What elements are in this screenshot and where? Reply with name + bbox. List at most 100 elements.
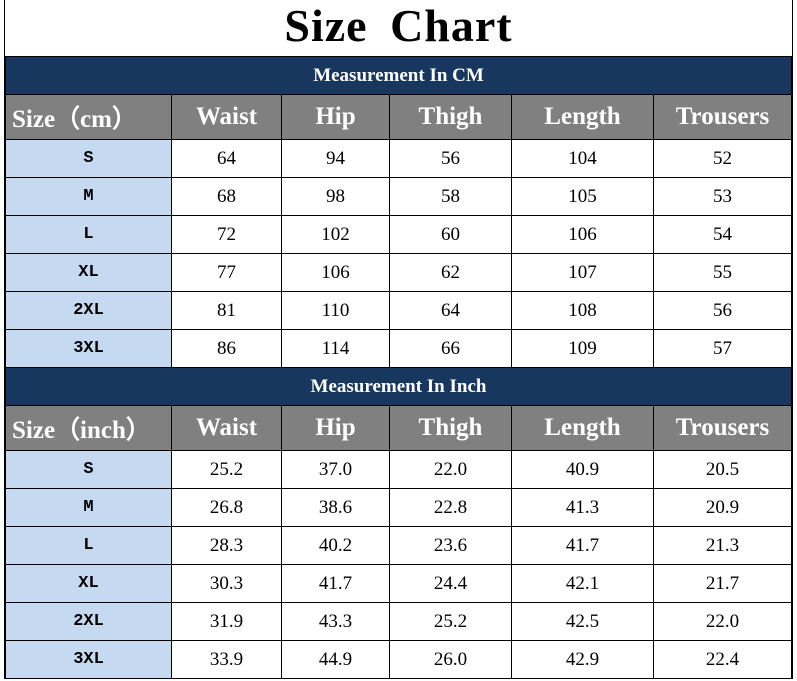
value-cell: 37.0 (281, 450, 390, 489)
table-row: L 72 102 60 106 54 (5, 215, 792, 254)
value-cell: 40.2 (281, 526, 390, 565)
value-cell: 43.3 (281, 602, 390, 641)
value-cell: 98 (281, 177, 390, 216)
size-chart: Size Chart Measurement In CM Size（cm） Wais… (4, 0, 793, 679)
table-row: 3XL 86 114 66 109 57 (5, 329, 792, 368)
value-cell: 108 (511, 291, 654, 330)
section-heading-row: Measurement In Inch (5, 367, 792, 406)
size-cell: XL (5, 564, 172, 603)
value-cell: 62 (389, 253, 512, 292)
value-cell: 20.5 (653, 450, 792, 489)
value-cell: 22.4 (653, 640, 792, 679)
size-cell: S (5, 139, 172, 178)
value-cell: 42.5 (511, 602, 654, 641)
value-cell: 106 (511, 215, 654, 254)
section-heading: Measurement In CM (5, 56, 792, 95)
value-cell: 41.7 (511, 526, 654, 565)
value-cell: 52 (653, 139, 792, 178)
value-cell: 55 (653, 253, 792, 292)
value-cell: 28.3 (171, 526, 282, 565)
value-cell: 42.1 (511, 564, 654, 603)
column-header: Length (511, 94, 654, 140)
value-cell: 64 (389, 291, 512, 330)
size-cell: L (5, 526, 172, 565)
value-cell: 26.8 (171, 488, 282, 527)
size-cell: M (5, 177, 172, 216)
value-cell: 33.9 (171, 640, 282, 679)
value-cell: 57 (653, 329, 792, 368)
table-row: 2XL 31.9 43.3 25.2 42.5 22.0 (5, 602, 792, 641)
value-cell: 22.0 (389, 450, 512, 489)
value-cell: 53 (653, 177, 792, 216)
value-cell: 41.7 (281, 564, 390, 603)
size-cell: XL (5, 253, 172, 292)
table-row: S 25.2 37.0 22.0 40.9 20.5 (5, 450, 792, 489)
size-cell: 3XL (5, 329, 172, 368)
size-cell: M (5, 488, 172, 527)
value-cell: 24.4 (389, 564, 512, 603)
size-cell: 2XL (5, 602, 172, 641)
chart-title: Size Chart (284, 0, 513, 51)
column-header: Thigh (389, 94, 512, 140)
value-cell: 54 (653, 215, 792, 254)
size-cell: 3XL (5, 640, 172, 679)
size-cell: L (5, 215, 172, 254)
value-cell: 106 (281, 253, 390, 292)
value-cell: 104 (511, 139, 654, 178)
value-cell: 105 (511, 177, 654, 216)
value-cell: 110 (281, 291, 390, 330)
table-row: L 28.3 40.2 23.6 41.7 21.3 (5, 526, 792, 565)
value-cell: 66 (389, 329, 512, 368)
value-cell: 21.7 (653, 564, 792, 603)
value-cell: 41.3 (511, 488, 654, 527)
value-cell: 31.9 (171, 602, 282, 641)
column-header: Length (511, 405, 654, 451)
value-cell: 56 (653, 291, 792, 330)
value-cell: 25.2 (171, 450, 282, 489)
value-cell: 23.6 (389, 526, 512, 565)
value-cell: 40.9 (511, 450, 654, 489)
size-table: Measurement In CM Size（cm） Waist Hip Thigh Le… (5, 56, 792, 679)
column-header: Size（cm） (5, 94, 172, 140)
value-cell: 25.2 (389, 602, 512, 641)
value-cell: 68 (171, 177, 282, 216)
value-cell: 77 (171, 253, 282, 292)
value-cell: 30.3 (171, 564, 282, 603)
column-header: Hip (281, 94, 390, 140)
value-cell: 56 (389, 139, 512, 178)
value-cell: 102 (281, 215, 390, 254)
value-cell: 22.8 (389, 488, 512, 527)
table-row: XL 77 106 62 107 55 (5, 253, 792, 292)
value-cell: 72 (171, 215, 282, 254)
value-cell: 81 (171, 291, 282, 330)
value-cell: 22.0 (653, 602, 792, 641)
column-header-row: Size（cm） Waist Hip Thigh Length Trousers (5, 94, 792, 140)
value-cell: 86 (171, 329, 282, 368)
value-cell: 42.9 (511, 640, 654, 679)
column-header: Size（inch） (5, 405, 172, 451)
value-cell: 64 (171, 139, 282, 178)
value-cell: 26.0 (389, 640, 512, 679)
size-cell: 2XL (5, 291, 172, 330)
column-header: Thigh (389, 405, 512, 451)
table-row: M 26.8 38.6 22.8 41.3 20.9 (5, 488, 792, 527)
value-cell: 38.6 (281, 488, 390, 527)
table-row: 3XL 33.9 44.9 26.0 42.9 22.4 (5, 640, 792, 679)
table-row: S 64 94 56 104 52 (5, 139, 792, 178)
value-cell: 109 (511, 329, 654, 368)
table-row: 2XL 81 110 64 108 56 (5, 291, 792, 330)
column-header: Waist (171, 405, 282, 451)
value-cell: 20.9 (653, 488, 792, 527)
table-row: M 68 98 58 105 53 (5, 177, 792, 216)
value-cell: 44.9 (281, 640, 390, 679)
column-header: Waist (171, 94, 282, 140)
column-header: Hip (281, 405, 390, 451)
value-cell: 60 (389, 215, 512, 254)
size-cell: S (5, 450, 172, 489)
value-cell: 94 (281, 139, 390, 178)
column-header-row: Size（inch） Waist Hip Thigh Length Trousers (5, 405, 792, 451)
section-heading: Measurement In Inch (5, 367, 792, 406)
value-cell: 107 (511, 253, 654, 292)
table-row: XL 30.3 41.7 24.4 42.1 21.7 (5, 564, 792, 603)
column-header: Trousers (653, 94, 792, 140)
